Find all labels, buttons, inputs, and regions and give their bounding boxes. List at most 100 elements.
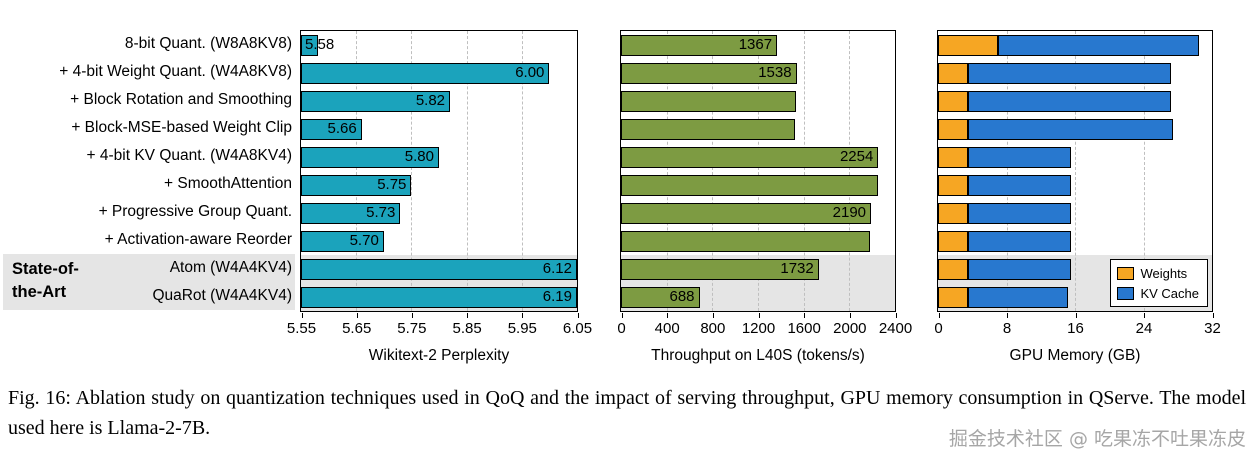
- bar: 5.73: [301, 202, 401, 224]
- x-tick-label: 2400: [878, 320, 913, 337]
- legend: Weights KV Cache: [1110, 259, 1208, 307]
- gridline: [411, 31, 413, 311]
- watermark: 掘金技术社区 @ 吃果冻不吐果冻皮: [948, 428, 1246, 450]
- bar-value-label: 5.70: [349, 231, 379, 249]
- figure-caption: Fig. 16: Ablation study on quantization …: [8, 387, 1246, 439]
- bar: 6.19: [301, 286, 577, 308]
- x-tick-label: 24: [1135, 320, 1153, 337]
- x-tick-mark: [758, 313, 760, 318]
- legend-label-weights: Weights: [1140, 265, 1188, 281]
- weights-bar-segment: [938, 286, 968, 308]
- row-label: + 4-bit Weight Quant. (W4A8KV8): [59, 63, 292, 80]
- gridline: [466, 31, 468, 311]
- x-tick-label: 800: [700, 320, 726, 337]
- x-tick-label: 1200: [741, 320, 776, 337]
- weights-bar-segment: [938, 62, 968, 84]
- gridline: [849, 31, 851, 311]
- weights-bar-segment: [938, 230, 968, 252]
- weights-bar-segment: [938, 174, 968, 196]
- kv-cache-swatch-icon: [1117, 286, 1135, 300]
- x-tick-mark: [356, 313, 358, 318]
- row-label: + Progressive Group Quant.: [98, 203, 292, 220]
- state-of-the-art-label: State-of- the-Art: [12, 258, 79, 304]
- legend-item-kv-cache: KV Cache: [1117, 283, 1199, 303]
- x-tick-mark: [621, 313, 623, 318]
- kv-cache-bar-segment: [967, 174, 1071, 196]
- bar-value-label: 5.80: [404, 147, 434, 165]
- x-tick-label: 5.95: [507, 320, 537, 337]
- sota-highlight-band-labels: [3, 254, 295, 310]
- bar-value-label: 1732: [780, 259, 814, 277]
- gridline: [1006, 31, 1008, 311]
- gridline: [666, 31, 668, 311]
- gridline: [1143, 31, 1145, 311]
- weights-bar-segment: [938, 34, 998, 56]
- weights-bar-segment: [938, 146, 968, 168]
- weights-bar-segment: [938, 118, 968, 140]
- gpu-memory-axis-title: GPU Memory (GB): [1009, 347, 1141, 364]
- kv-cache-bar-segment: [967, 118, 1173, 140]
- perplexity-axis-title: Wikitext-2 Perplexity: [368, 347, 510, 364]
- bar: 1538: [621, 62, 797, 84]
- x-tick-mark: [849, 313, 851, 318]
- bar: 2254: [621, 146, 879, 168]
- x-tick-mark: [522, 313, 524, 318]
- gridline: [803, 31, 805, 311]
- kv-cache-bar-segment: [967, 90, 1171, 112]
- bar: 6.12: [301, 258, 577, 280]
- row-label: + Activation-aware Reorder: [104, 231, 292, 248]
- x-tick-label: 6.05: [562, 320, 593, 337]
- bar-value-label: 5.73: [366, 203, 396, 221]
- state-of-the-art-label-line2: the-Art: [12, 283, 67, 301]
- perplexity-plot-area: 5.58 6.00 5.82 5.66 5.80 5.75 5.73 5.70 6.12 6.19: [300, 30, 578, 312]
- x-tick-mark: [301, 313, 303, 318]
- bar: 5.58: [301, 34, 334, 56]
- gridline: [356, 31, 358, 311]
- row-label: + 4-bit KV Quant. (W4A8KV4): [86, 147, 292, 164]
- x-tick-label: 1600: [787, 320, 821, 337]
- bar: 6.00: [301, 62, 550, 84]
- x-tick-label: 2000: [833, 320, 867, 337]
- x-tick-label: 5.75: [397, 320, 427, 337]
- x-tick-mark: [467, 313, 469, 318]
- bar: 5.82: [301, 90, 451, 112]
- kv-cache-bar-segment: [997, 34, 1200, 56]
- weights-bar-segment: [938, 202, 968, 224]
- x-tick-label: 0: [617, 320, 626, 337]
- bar: 1732: [621, 258, 819, 280]
- weights-bar-segment: [938, 90, 968, 112]
- x-tick-mark: [804, 313, 806, 318]
- bar: 5.66: [301, 118, 362, 140]
- x-tick-label: 5.85: [452, 320, 482, 337]
- bar: [621, 174, 878, 196]
- throughput-axis-title: Throughput on L40S (tokens/s): [651, 347, 865, 364]
- x-tick-label: 8: [1002, 320, 1012, 337]
- gridline: [712, 31, 714, 311]
- x-tick-label: 16: [1067, 320, 1084, 337]
- bar: [621, 230, 870, 252]
- x-tick-label: 5.55: [286, 320, 317, 337]
- bar: [621, 118, 796, 140]
- legend-label-kv-cache: KV Cache: [1140, 285, 1199, 301]
- x-tick-mark: [577, 313, 579, 318]
- x-tick-label: 32: [1204, 320, 1221, 337]
- x-tick-label: 5.65: [342, 320, 372, 337]
- x-tick-mark: [1075, 313, 1077, 318]
- bar-value-label: 6.12: [542, 259, 572, 277]
- bar: 5.75: [301, 174, 412, 196]
- bar-value-label: 5.82: [415, 91, 446, 109]
- row-label: Atom (W4A4KV4): [169, 259, 292, 276]
- bar-value-label: 6.00: [515, 63, 545, 81]
- bar: 1367: [621, 34, 778, 56]
- row-label: + Block-MSE-based Weight Clip: [71, 119, 292, 136]
- x-tick-mark: [1144, 313, 1145, 318]
- gpu-memory-chart: Weights KV Cache GPU Memory (GB) 0 8 16 24 3…: [934, 0, 1221, 380]
- bar-value-label: 1538: [758, 63, 792, 81]
- kv-cache-bar-segment: [967, 202, 1071, 224]
- kv-cache-bar-segment: [967, 230, 1071, 252]
- bar-value-label: 2254: [839, 147, 874, 165]
- gpu-memory-plot-area: Weights KV Cache: [937, 30, 1213, 312]
- bar: [621, 90, 796, 112]
- kv-cache-bar-segment: [967, 62, 1171, 84]
